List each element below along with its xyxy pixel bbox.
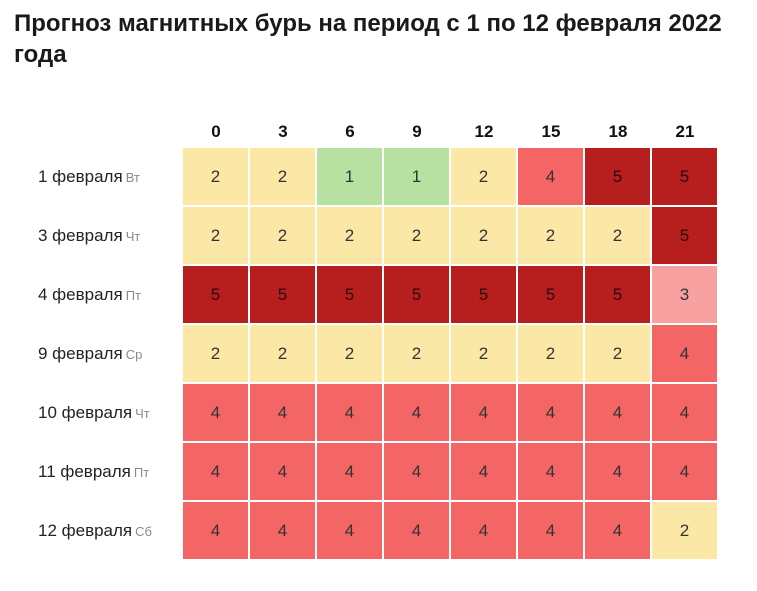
row-date: 11 февраля	[38, 462, 131, 481]
heatmap-cell: 2	[250, 207, 315, 264]
row-label-0: 1 февраля Вт	[38, 148, 140, 206]
row-date: 4 февраля	[38, 285, 123, 304]
row-weekday: Пт	[133, 465, 150, 480]
heatmap-cell: 3	[652, 266, 717, 323]
heatmap-cell: 2	[518, 325, 583, 382]
row-weekday: Пт	[125, 288, 141, 303]
heatmap-cell: 2	[585, 325, 650, 382]
row-date: 3 февраля	[38, 226, 123, 245]
heatmap-cell: 4	[518, 148, 583, 205]
hour-header-3: 3	[278, 122, 288, 141]
heatmap-cell: 2	[451, 148, 516, 205]
heatmap-cell: 5	[317, 266, 382, 323]
heatmap-cell: 4	[250, 384, 315, 441]
heatmap-cell: 4	[183, 443, 248, 500]
heatmap-cell: 5	[518, 266, 583, 323]
heatmap-cell: 1	[384, 148, 449, 205]
heatmap-cell: 5	[585, 266, 650, 323]
row-weekday: Сб	[135, 524, 152, 539]
heatmap-cell: 4	[451, 384, 516, 441]
heatmap-cell: 4	[451, 502, 516, 559]
heatmap-cell: 2	[384, 207, 449, 264]
heatmap-cell: 5	[652, 207, 717, 264]
heatmap-cell: 5	[652, 148, 717, 205]
row-weekday: Вт	[125, 170, 140, 185]
heatmap-cell: 2	[250, 148, 315, 205]
hour-header-18: 18	[608, 122, 628, 141]
heatmap-cell: 4	[518, 384, 583, 441]
heatmap-cell: 2	[183, 207, 248, 264]
heatmap-cell: 4	[317, 502, 382, 559]
row-label-3: 9 февраля Ср	[38, 325, 142, 383]
row-weekday: Чт	[125, 229, 141, 244]
heatmap-cell: 4	[183, 384, 248, 441]
heatmap-cell: 2	[652, 502, 717, 559]
heatmap-cell: 4	[652, 384, 717, 441]
heatmap-cell: 2	[250, 325, 315, 382]
hour-header-6: 6	[345, 122, 355, 141]
hour-header-12: 12	[474, 122, 494, 141]
row-label-2: 4 февраля Пт	[38, 266, 141, 324]
heatmap-cell: 2	[518, 207, 583, 264]
heatmap-cell: 4	[250, 443, 315, 500]
heatmap-cell: 4	[518, 502, 583, 559]
hour-header-21: 21	[675, 122, 695, 141]
heatmap-cell: 2	[451, 207, 516, 264]
page-title: Прогноз магнитных бурь на период с 1 по …	[14, 10, 722, 68]
heatmap-cell: 5	[585, 148, 650, 205]
heatmap-cell: 4	[384, 443, 449, 500]
heatmap-cell: 4	[250, 502, 315, 559]
heatmap-cell: 4	[585, 502, 650, 559]
row-label-1: 3 февраля Чт	[38, 207, 140, 265]
heatmap-cell: 4	[652, 443, 717, 500]
heatmap-cell: 2	[317, 207, 382, 264]
heatmap-cell: 2	[384, 325, 449, 382]
heatmap-cell: 5	[250, 266, 315, 323]
heatmap-cell: 4	[585, 384, 650, 441]
heatmap-cell: 5	[451, 266, 516, 323]
hour-header-0: 0	[211, 122, 221, 141]
row-label-6: 12 февраля Сб	[38, 502, 152, 560]
heatmap-cell: 2	[183, 148, 248, 205]
heatmap-cell: 1	[317, 148, 382, 205]
heatmap-cell: 4	[317, 384, 382, 441]
row-weekday: Чт	[135, 406, 150, 421]
row-date: 12 февраля	[38, 521, 133, 540]
heatmap-cell: 4	[451, 443, 516, 500]
heatmap-cell: 4	[183, 502, 248, 559]
heatmap-cell: 4	[384, 502, 449, 559]
heatmap-cell: 4	[585, 443, 650, 500]
hour-header-9: 9	[412, 122, 422, 141]
heatmap-cell: 4	[384, 384, 449, 441]
heatmap-cell: 2	[317, 325, 382, 382]
heatmap-cell: 2	[451, 325, 516, 382]
hour-header-15: 15	[541, 122, 561, 141]
heatmap-cell: 2	[183, 325, 248, 382]
row-date: 9 февраля	[38, 344, 123, 363]
row-date: 1 февраля	[38, 167, 123, 186]
heatmap-cell: 4	[518, 443, 583, 500]
heatmap-cell: 2	[585, 207, 650, 264]
heatmap-cell: 4	[317, 443, 382, 500]
heatmap-cell: 4	[652, 325, 717, 382]
row-label-4: 10 февраля Чт	[38, 384, 150, 442]
heatmap-cell: 5	[384, 266, 449, 323]
heatmap-cell: 5	[183, 266, 248, 323]
row-weekday: Ср	[125, 347, 143, 362]
row-label-5: 11 февраля Пт	[38, 443, 149, 501]
row-date: 10 февраля	[38, 403, 133, 422]
